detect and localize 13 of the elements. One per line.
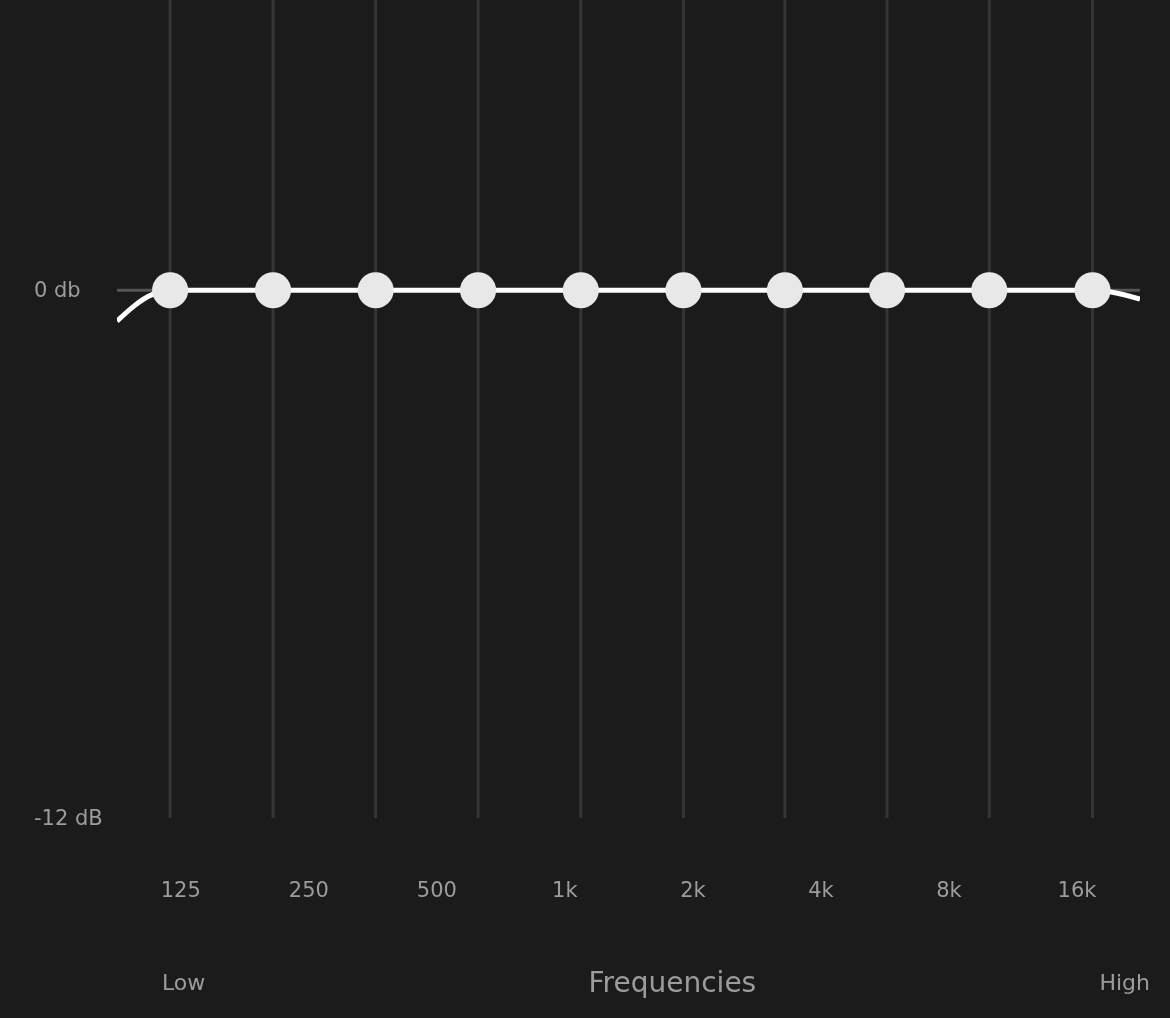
- y-tick-label: 0 db: [34, 278, 81, 303]
- x-tick-label: 4k: [808, 878, 835, 902]
- x-tick-label: 250: [288, 878, 329, 902]
- x-tick-label: 500: [416, 878, 457, 902]
- y-tick-label: -12 dB: [34, 806, 103, 830]
- text: High: [1099, 969, 1150, 995]
- x-tick-label: 125: [160, 878, 201, 902]
- x-tick-label: 2k: [680, 878, 707, 902]
- x-tick-label: 16k: [1057, 878, 1098, 902]
- x-axis-title: Frequencies: [587, 965, 757, 999]
- x-tick-label: 8k: [936, 878, 963, 902]
- text: Low: [162, 969, 206, 995]
- x-tick-label: 1k: [552, 878, 579, 902]
